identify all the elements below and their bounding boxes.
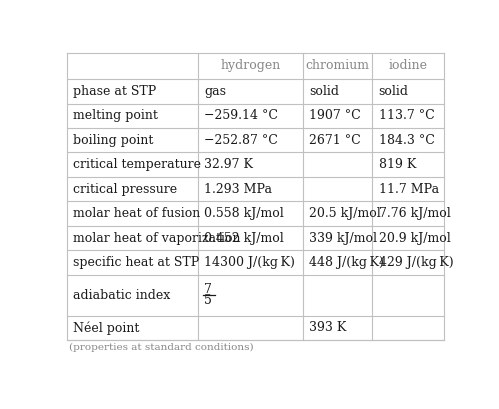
Text: 393 K: 393 K xyxy=(309,321,346,335)
Text: melting point: melting point xyxy=(73,109,158,122)
Text: critical pressure: critical pressure xyxy=(73,183,177,196)
Text: 5: 5 xyxy=(204,294,212,307)
Text: solid: solid xyxy=(309,85,339,98)
Text: adiabatic index: adiabatic index xyxy=(73,289,171,302)
Text: 20.9 kJ/mol: 20.9 kJ/mol xyxy=(379,231,450,245)
Text: phase at STP: phase at STP xyxy=(73,85,157,98)
Text: Néel point: Néel point xyxy=(73,321,140,335)
Text: 2671 °C: 2671 °C xyxy=(309,134,361,147)
Text: 7.76 kJ/mol: 7.76 kJ/mol xyxy=(379,207,450,220)
Text: specific heat at STP: specific heat at STP xyxy=(73,256,200,269)
Text: solid: solid xyxy=(379,85,409,98)
Text: 819 K: 819 K xyxy=(379,158,416,171)
Text: −252.87 °C: −252.87 °C xyxy=(204,134,278,147)
Text: 339 kJ/mol: 339 kJ/mol xyxy=(309,231,377,245)
Text: 184.3 °C: 184.3 °C xyxy=(379,134,435,147)
Text: hydrogen: hydrogen xyxy=(220,59,280,72)
Text: 32.97 K: 32.97 K xyxy=(204,158,253,171)
Text: critical temperature: critical temperature xyxy=(73,158,201,171)
Text: iodine: iodine xyxy=(389,59,428,72)
Text: 20.5 kJ/mol: 20.5 kJ/mol xyxy=(309,207,381,220)
Text: gas: gas xyxy=(204,85,226,98)
Text: 1907 °C: 1907 °C xyxy=(309,109,361,122)
Text: 0.452 kJ/mol: 0.452 kJ/mol xyxy=(204,231,284,245)
Text: 11.7 MPa: 11.7 MPa xyxy=(379,183,439,196)
Text: (properties at standard conditions): (properties at standard conditions) xyxy=(68,343,253,353)
Text: 14300 J/(kg K): 14300 J/(kg K) xyxy=(204,256,295,269)
Text: boiling point: boiling point xyxy=(73,134,154,147)
Text: 0.558 kJ/mol: 0.558 kJ/mol xyxy=(204,207,284,220)
Text: molar heat of vaporization: molar heat of vaporization xyxy=(73,231,241,245)
Text: chromium: chromium xyxy=(305,59,369,72)
Text: 1.293 MPa: 1.293 MPa xyxy=(204,183,272,196)
Text: 7: 7 xyxy=(204,283,212,297)
Text: 429 J/(kg K): 429 J/(kg K) xyxy=(379,256,453,269)
Text: 448 J/(kg K): 448 J/(kg K) xyxy=(309,256,384,269)
Text: 113.7 °C: 113.7 °C xyxy=(379,109,434,122)
Text: −259.14 °C: −259.14 °C xyxy=(204,109,278,122)
Text: molar heat of fusion: molar heat of fusion xyxy=(73,207,201,220)
